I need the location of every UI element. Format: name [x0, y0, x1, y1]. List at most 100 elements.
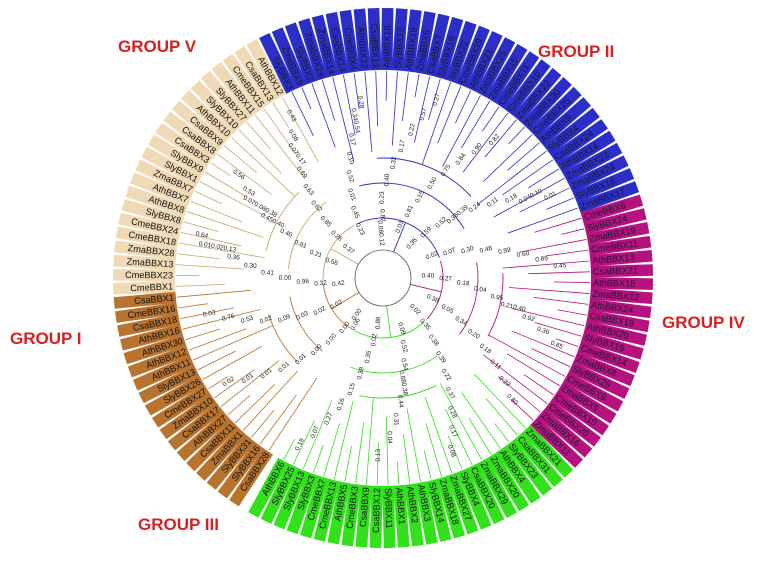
terminal-branch	[377, 442, 378, 484]
branch-value: 0.00	[325, 332, 339, 347]
branch-value: 0.35	[364, 350, 373, 364]
branch-value: 0.56	[231, 168, 246, 181]
leaf-label: AthBBX18	[381, 8, 394, 70]
terminal-branch	[356, 422, 364, 483]
branch-value: 0.56	[325, 257, 339, 267]
branch-value: 0.04	[386, 431, 393, 444]
branch-value: 0.44	[396, 394, 405, 408]
branch-value: 0.10	[345, 151, 355, 165]
group-ii-label: GROUP II	[538, 42, 614, 61]
leaf-label: AthBBX18	[591, 277, 653, 290]
branch-value: 0.080.12	[376, 220, 385, 246]
leaf-name: CsaBBX12	[371, 488, 382, 533]
branch-value: 0.42	[332, 279, 346, 288]
branch-value: 0.63	[301, 183, 315, 197]
branch-value: 0.19	[294, 437, 306, 452]
leaf-name: AthBBX18	[593, 278, 636, 289]
branch-value: 0.85	[319, 215, 333, 229]
branch-value: 0.23	[379, 191, 386, 204]
terminal-branch	[269, 378, 317, 451]
branch-value: 0.15	[347, 382, 357, 396]
branch-value: 0.02	[312, 305, 327, 317]
branch-value: 0.34	[454, 315, 469, 328]
branch-value: 0.02	[221, 375, 236, 388]
branch-value: 0.09	[277, 313, 292, 325]
branch-value: 0.32	[314, 279, 328, 287]
terminal-branch	[312, 84, 335, 148]
group-i-label: GROUP I	[10, 329, 81, 348]
branch-value: 0.40	[383, 173, 391, 186]
branch-value: 0.87	[378, 209, 385, 222]
terminal-branch	[440, 383, 482, 459]
terminal-branch	[251, 410, 274, 438]
branch-value: 0.59	[419, 225, 433, 239]
branch-value: 0.26	[329, 229, 343, 243]
branch-value: 0.86	[375, 316, 383, 329]
terminal-branch	[463, 113, 508, 172]
branch-value: 0.210.40	[500, 301, 527, 314]
branch-value: 0.27	[431, 92, 442, 107]
terminal-branch	[247, 122, 271, 149]
branch-value: 0.02	[259, 315, 274, 326]
branch-value: 0.52	[399, 339, 409, 353]
terminal-branch	[534, 218, 581, 232]
branch-value: 0.27	[439, 275, 452, 282]
branch-value: 0.00	[310, 343, 324, 357]
branch-value: 0.38	[427, 333, 441, 348]
branch-value: 0.69	[295, 165, 309, 180]
leaf-label: CmeBBX23	[113, 269, 175, 281]
branch-value: 0.28	[356, 95, 365, 109]
group-iii-label: GROUP III	[138, 515, 219, 534]
branch-value: 0.20	[466, 328, 481, 341]
terminal-branch	[528, 272, 590, 274]
branch-value: 0.48	[479, 245, 493, 255]
terminal-branch	[495, 424, 509, 443]
leaf-name: CmeBBX1	[130, 281, 173, 293]
branch-value: 0.01	[277, 360, 291, 374]
branch-value: 0.22	[407, 123, 416, 137]
branch-value: 0.62	[309, 199, 323, 213]
terminal-branch	[176, 265, 244, 269]
branch-value: 0.08	[446, 444, 457, 459]
terminal-branch	[520, 239, 587, 252]
branch-value: 0.27	[323, 411, 334, 426]
branch-value: 0.31	[392, 413, 400, 427]
branch-value: 0.340.54	[350, 108, 362, 135]
terminal-branch	[392, 72, 397, 146]
branch-value: 0.01	[543, 190, 558, 202]
terminal-branch	[415, 74, 419, 97]
terminal-branch	[534, 297, 589, 304]
branch-value: 0.96	[296, 278, 309, 286]
leaf-label-bands: CsaBBX28SlyBBX16SlyBBX31ZmaBBX1CsaBBX11A…	[113, 8, 653, 548]
branch-value: 0.37	[341, 243, 356, 257]
branch-value: 0.64	[195, 230, 209, 240]
branch-value: 0.22	[497, 375, 511, 389]
terminal-branch	[403, 435, 409, 483]
branch-value: 0.070.17	[286, 142, 307, 167]
terminal-branch	[461, 101, 490, 148]
branch-value: 0.11	[486, 196, 500, 209]
branch-value: 0.16	[336, 397, 347, 412]
branch-value: 0.57	[419, 107, 429, 121]
branch-value: 0.50	[426, 176, 438, 191]
terminal-branch	[198, 351, 236, 370]
terminal-branch	[524, 375, 554, 395]
terminal-branch	[469, 418, 491, 454]
branch-value: 0.84	[455, 152, 468, 167]
terminal-branch	[554, 282, 590, 283]
branch-value: 0.18	[457, 279, 471, 287]
branch-value: 0.45	[349, 205, 361, 220]
branch-value: 0.13	[375, 449, 382, 462]
terminal-branch	[313, 445, 323, 473]
branch-value: 0.81	[404, 204, 416, 219]
terminal-branch	[507, 143, 539, 171]
branch-value: 0.36	[536, 326, 551, 337]
terminal-branch	[366, 398, 373, 485]
terminal-branch	[345, 446, 352, 481]
terminal-branch	[485, 120, 516, 157]
branch-value: 0.17	[398, 139, 407, 153]
leaf-name: SlyBBX11	[383, 488, 394, 529]
branch-value: 0.52	[434, 216, 448, 230]
